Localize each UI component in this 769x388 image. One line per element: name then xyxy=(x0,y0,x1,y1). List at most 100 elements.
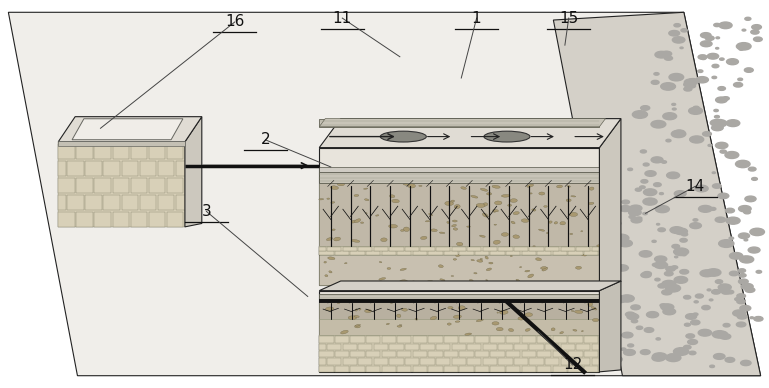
Circle shape xyxy=(598,326,612,333)
Circle shape xyxy=(744,69,749,71)
Bar xyxy=(397,336,411,343)
Circle shape xyxy=(733,310,745,316)
Circle shape xyxy=(737,43,751,50)
Ellipse shape xyxy=(408,184,415,188)
Circle shape xyxy=(740,256,754,263)
Ellipse shape xyxy=(387,267,391,269)
Bar xyxy=(158,161,175,176)
Ellipse shape xyxy=(467,226,471,227)
Ellipse shape xyxy=(324,261,327,263)
Bar xyxy=(327,344,341,350)
Bar xyxy=(104,161,120,176)
Circle shape xyxy=(680,270,688,274)
Ellipse shape xyxy=(400,268,406,270)
Bar xyxy=(335,365,349,372)
Ellipse shape xyxy=(453,228,458,230)
Ellipse shape xyxy=(431,316,437,320)
Bar xyxy=(506,351,521,357)
Ellipse shape xyxy=(334,237,341,241)
Ellipse shape xyxy=(571,196,576,197)
Text: 11: 11 xyxy=(333,10,352,26)
Bar xyxy=(319,291,599,372)
Circle shape xyxy=(717,355,721,357)
Bar xyxy=(58,141,185,146)
Bar xyxy=(404,344,419,350)
Bar xyxy=(584,365,598,372)
Bar xyxy=(358,344,372,350)
Circle shape xyxy=(726,217,740,224)
Circle shape xyxy=(751,177,757,180)
Circle shape xyxy=(643,198,657,205)
Circle shape xyxy=(751,30,759,34)
Circle shape xyxy=(703,132,711,136)
Ellipse shape xyxy=(532,209,536,211)
Bar xyxy=(553,351,567,357)
Circle shape xyxy=(644,327,654,333)
Ellipse shape xyxy=(485,256,488,259)
Circle shape xyxy=(690,223,701,229)
Circle shape xyxy=(712,64,719,68)
Ellipse shape xyxy=(400,280,408,283)
Circle shape xyxy=(674,248,688,256)
Circle shape xyxy=(715,142,728,149)
Ellipse shape xyxy=(486,268,491,271)
Circle shape xyxy=(619,206,631,211)
Polygon shape xyxy=(8,12,761,376)
Circle shape xyxy=(641,150,647,153)
Ellipse shape xyxy=(365,310,371,313)
Ellipse shape xyxy=(560,222,565,225)
Bar xyxy=(475,336,489,343)
Circle shape xyxy=(651,80,659,84)
Circle shape xyxy=(641,180,647,183)
Circle shape xyxy=(652,355,664,361)
Ellipse shape xyxy=(355,315,359,317)
Circle shape xyxy=(716,47,719,49)
Circle shape xyxy=(614,234,629,242)
Circle shape xyxy=(718,87,725,90)
Ellipse shape xyxy=(494,224,497,225)
Circle shape xyxy=(714,23,721,27)
Circle shape xyxy=(672,37,685,43)
Circle shape xyxy=(647,312,658,318)
Bar xyxy=(475,251,489,255)
Bar xyxy=(389,358,404,365)
Bar xyxy=(68,195,84,210)
Circle shape xyxy=(655,278,660,281)
Ellipse shape xyxy=(571,310,574,312)
Polygon shape xyxy=(72,119,183,140)
Bar xyxy=(85,161,102,176)
Bar xyxy=(561,358,575,365)
Circle shape xyxy=(712,120,727,127)
Circle shape xyxy=(680,47,683,48)
Bar xyxy=(483,247,497,251)
Bar xyxy=(131,144,148,159)
Bar xyxy=(397,351,411,357)
Ellipse shape xyxy=(375,215,379,216)
Ellipse shape xyxy=(493,210,498,212)
Ellipse shape xyxy=(415,318,418,320)
Ellipse shape xyxy=(592,319,599,322)
Circle shape xyxy=(663,308,676,315)
Ellipse shape xyxy=(525,328,530,331)
Circle shape xyxy=(742,29,746,31)
Ellipse shape xyxy=(354,194,359,197)
Circle shape xyxy=(727,290,734,294)
Bar xyxy=(459,351,474,357)
Circle shape xyxy=(669,31,680,36)
Ellipse shape xyxy=(386,323,389,325)
Circle shape xyxy=(710,208,716,210)
Bar xyxy=(374,344,388,350)
Ellipse shape xyxy=(452,220,458,222)
Bar xyxy=(319,246,599,255)
Circle shape xyxy=(672,108,676,110)
Bar xyxy=(351,351,365,357)
Circle shape xyxy=(631,320,638,323)
Bar xyxy=(491,365,504,372)
Circle shape xyxy=(664,272,673,276)
Bar xyxy=(584,351,598,357)
Bar xyxy=(335,351,349,357)
Circle shape xyxy=(645,171,656,176)
Bar xyxy=(381,365,396,372)
Bar xyxy=(529,344,544,350)
Ellipse shape xyxy=(499,310,508,314)
